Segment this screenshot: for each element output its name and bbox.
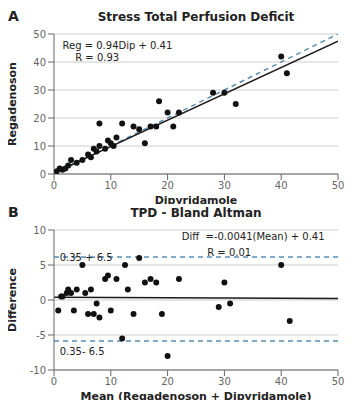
svg-text:10: 10 — [33, 141, 46, 152]
svg-text:10: 10 — [33, 225, 46, 236]
svg-text:Dipyridamole: Dipyridamole — [155, 194, 238, 204]
html-text:R = 0.01: R = 0.01 — [181, 246, 252, 258]
svg-text:40: 40 — [33, 57, 46, 68]
svg-text:30: 30 — [33, 85, 46, 96]
html-text:A: A — [8, 8, 19, 24]
svg-text:-5: -5 — [36, 330, 46, 341]
svg-text:50: 50 — [332, 180, 345, 191]
svg-text:20: 20 — [161, 180, 174, 191]
html-text:TPD - Bland Altman: TPD - Bland Altman — [130, 206, 262, 220]
svg-text:10: 10 — [104, 180, 117, 191]
svg-text:30: 30 — [218, 376, 231, 387]
svg-text:40: 40 — [275, 376, 288, 387]
svg-text:50: 50 — [33, 29, 46, 40]
html-text:Diff =-0.0041(Mean) + 0.41: Diff =-0.0041(Mean) + 0.41 — [181, 231, 325, 243]
svg-text:30: 30 — [218, 180, 231, 191]
svg-text:40: 40 — [275, 180, 288, 191]
svg-text:20: 20 — [161, 376, 174, 387]
html-text:R = 0.93: R = 0.93 — [62, 52, 120, 64]
html-text:0.35 + 6.5: 0.35 + 6.5 — [59, 251, 113, 263]
svg-text:20: 20 — [33, 113, 46, 124]
svg-text:-10: -10 — [30, 365, 46, 376]
html-text:Stress Total Perfusion Deficit: Stress Total Perfusion Deficit — [97, 10, 295, 24]
html-text:Reg = 0.94Dip + 0.41: Reg = 0.94Dip + 0.41 — [62, 39, 173, 51]
html-text:B: B — [8, 204, 19, 220]
html-text:0.35- 6.5: 0.35- 6.5 — [59, 345, 105, 357]
svg-text:0: 0 — [40, 295, 46, 306]
svg-text:0: 0 — [51, 376, 57, 387]
svg-text:10: 10 — [104, 376, 117, 387]
svg-text:0: 0 — [51, 180, 57, 191]
svg-text:0: 0 — [40, 169, 46, 180]
svg-text:Mean (Regadenoson + Dipyridamo: Mean (Regadenoson + Dipyridamole) — [81, 390, 312, 400]
svg-text:50: 50 — [332, 376, 345, 387]
svg-text:Difference: Difference — [8, 268, 19, 332]
svg-text:Regadenoson: Regadenoson — [8, 62, 19, 146]
svg-text:5: 5 — [40, 260, 46, 271]
